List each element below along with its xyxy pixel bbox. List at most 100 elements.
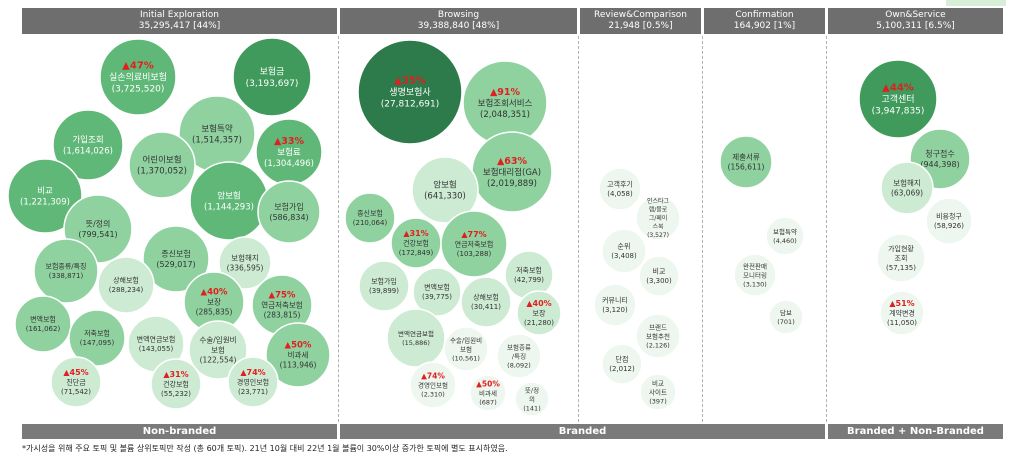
bubble-circle [97, 256, 155, 314]
topic-label: 의 [529, 394, 535, 403]
bubble-circle [514, 381, 550, 417]
bubble-circle [496, 333, 542, 379]
topic-label: 수술/입원비 [199, 336, 236, 345]
bubble-circle [265, 322, 331, 388]
volume-label: (55,232) [161, 390, 191, 398]
topic-bubble: 뜻/정의(141) [514, 381, 550, 417]
topic-label: 램/블로 [649, 207, 668, 214]
bubble-circle [358, 260, 410, 312]
increase-label: ▲33% [274, 136, 305, 147]
increase-label: ▲75% [269, 291, 296, 301]
volume-label: (11,050) [887, 319, 917, 327]
increase-label: ▲77% [461, 230, 486, 239]
bubble-circle [52, 109, 124, 181]
bubble-circle [635, 313, 681, 359]
topic-label: 비교 [652, 378, 664, 387]
increase-label: ▲63% [497, 156, 528, 167]
topic-label: 인스타그 [647, 197, 670, 205]
volume-label: (944,398) [920, 160, 959, 169]
volume-label: (3,193,697) [246, 79, 299, 89]
topic-bubble: 비교(1,221,309) [7, 158, 83, 234]
volume-label: (3,120) [602, 306, 628, 314]
topic-label: 보험특약 [201, 123, 232, 134]
volume-label: (39,775) [422, 293, 452, 301]
bubble-circle [768, 299, 804, 335]
bubble-circle [409, 361, 457, 409]
stage-divider [702, 36, 703, 422]
volume-label: (4,460) [773, 237, 797, 245]
topic-label: 가입조회 [72, 135, 103, 145]
volume-label: (4,058) [607, 190, 633, 198]
topic-label: 상해보험 [473, 293, 499, 302]
topic-label: 저축보험 [516, 266, 542, 275]
topic-bubble: ▲63%보험대리점(GA)(2,019,889) [471, 131, 553, 213]
topic-label: 진단금 [66, 377, 86, 386]
topic-label: 생명보험사 [389, 87, 431, 98]
stage-name: Browsing [437, 10, 480, 20]
bubble-circle [128, 131, 196, 199]
volume-label: (58,926) [934, 222, 964, 230]
bubble-circle [411, 156, 479, 224]
topic-label: 제출서류 [732, 152, 760, 162]
topic-bubble: ▲50%비과세(113,946) [265, 322, 331, 388]
bubble-circle [601, 228, 647, 274]
topic-label: 변액보험 [424, 284, 450, 292]
topic-label: 변액보험 [30, 316, 56, 324]
topic-label: 건강보험 [403, 238, 429, 247]
topic-bubble: 보험종류/특징(8,092) [496, 333, 542, 379]
volume-label: (63,069) [891, 189, 923, 198]
bubble-circle [357, 39, 463, 145]
topic-bubble: ▲40%보장 (21,280) [516, 290, 562, 336]
bubble-circle [14, 295, 72, 353]
bubble-circle [635, 195, 681, 241]
topic-bubble: 보험해지(336,595) [218, 236, 272, 290]
bubble-circle [876, 233, 926, 283]
bubble-circle [99, 38, 177, 116]
stage-divider [338, 36, 339, 422]
footnote: *가시성을 위해 주요 토픽 및 볼륨 상위토픽만 작성 (총 60개 토픽).… [22, 444, 508, 453]
topic-label: 보험해지 [893, 178, 921, 188]
volume-label: (3,408) [611, 252, 637, 260]
increase-label: ▲74% [240, 368, 265, 377]
stage-name: Own&Service [885, 10, 946, 20]
volume-label: (641,330) [424, 191, 466, 201]
volume-label: (687) [479, 398, 496, 406]
footer-branded: Branded [340, 424, 825, 439]
topic-label: 저축보험 [84, 329, 110, 338]
topic-bubble: ▲75%연금저축보험(283,815) [251, 274, 313, 336]
increase-label: ▲44% [882, 83, 914, 94]
stage-name: Review&Comparison [593, 10, 687, 20]
bubble-circle [142, 225, 210, 293]
bubble-circle [598, 167, 642, 211]
bubble-circle [516, 290, 562, 336]
bubble-circle [68, 309, 126, 367]
topic-bubble: 상해보험(30,411) [460, 276, 512, 328]
stage-stat: 164,902 [1%] [733, 21, 796, 31]
topic-bubble: ▲74%경영인보험 (23,771) [227, 356, 279, 408]
topic-bubble: 단점(2,012) [601, 343, 643, 385]
topic-bubble: 비교(3,300) [638, 255, 680, 297]
increase-label: ▲74% [421, 371, 445, 380]
topic-label: 보험종류 [507, 343, 531, 351]
topic-label: 뜻/정 [525, 385, 539, 394]
bubble-circle [150, 358, 202, 410]
topic-bubble: ▲33%보험료(1,304,496) [255, 118, 323, 186]
topic-label: 보험 [460, 345, 472, 353]
volume-label: (8,092) [507, 361, 531, 369]
topic-label: 보험대리점(GA) [483, 167, 541, 178]
topic-bubble: 담보(701) [768, 299, 804, 335]
volume-label: (283,815) [264, 311, 301, 320]
stage-header-review-comparison: Review&Comparison 21,948 [0.5%] [580, 8, 701, 34]
topic-label: 고객후기 [607, 180, 633, 189]
volume-label: (10,561) [452, 354, 480, 362]
topic-bubble: 종신보험(529,017) [142, 225, 210, 293]
topic-label: 그/페이 [649, 214, 668, 222]
topic-bubble: 암보험(641,330) [411, 156, 479, 224]
bubble-circle [638, 255, 680, 297]
topic-label: 연금저축보험 [455, 239, 494, 248]
volume-label: (147,095) [80, 339, 115, 347]
volume-label: (1,144,293) [204, 202, 254, 212]
